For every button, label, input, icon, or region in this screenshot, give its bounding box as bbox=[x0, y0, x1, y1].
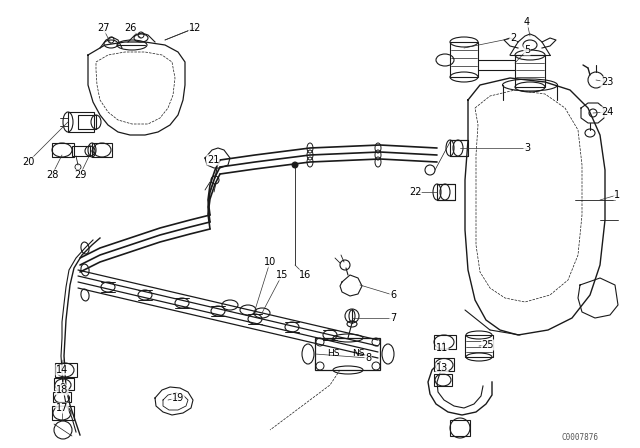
Text: 4: 4 bbox=[524, 17, 530, 27]
Bar bbox=[54, 378, 74, 390]
Bar bbox=[315, 338, 380, 370]
Text: 15: 15 bbox=[276, 270, 288, 280]
Text: 5: 5 bbox=[524, 45, 530, 55]
Text: 23: 23 bbox=[601, 77, 613, 87]
Text: 9: 9 bbox=[59, 383, 65, 393]
Text: 3: 3 bbox=[524, 143, 530, 153]
Text: 17: 17 bbox=[56, 403, 68, 413]
Text: HS: HS bbox=[327, 349, 339, 358]
Bar bbox=[450, 140, 468, 156]
Bar bbox=[434, 374, 452, 386]
Text: 12: 12 bbox=[189, 23, 201, 33]
Bar bbox=[434, 335, 456, 349]
Bar bbox=[434, 358, 454, 371]
Text: 21: 21 bbox=[207, 155, 219, 165]
Text: 18: 18 bbox=[56, 385, 68, 395]
Bar bbox=[78, 115, 96, 129]
Text: 7: 7 bbox=[390, 313, 396, 323]
Text: 24: 24 bbox=[601, 107, 613, 117]
Text: 2: 2 bbox=[510, 33, 516, 43]
Text: 29: 29 bbox=[74, 170, 86, 180]
Text: C0007876: C0007876 bbox=[561, 432, 598, 441]
Bar bbox=[53, 392, 71, 402]
Text: 10: 10 bbox=[264, 257, 276, 267]
Text: 27: 27 bbox=[97, 23, 109, 33]
Bar bbox=[92, 143, 112, 157]
Bar bbox=[450, 42, 478, 77]
Bar bbox=[450, 420, 470, 436]
Text: 13: 13 bbox=[436, 363, 448, 373]
Bar bbox=[68, 112, 94, 132]
Bar bbox=[437, 184, 455, 200]
Text: 14: 14 bbox=[56, 365, 68, 375]
Text: 22: 22 bbox=[409, 187, 421, 197]
Text: 16: 16 bbox=[299, 270, 311, 280]
Bar bbox=[72, 146, 90, 156]
Bar bbox=[465, 335, 493, 357]
Bar bbox=[55, 363, 77, 377]
Text: NS: NS bbox=[352, 349, 364, 358]
Text: 26: 26 bbox=[124, 23, 136, 33]
Text: 19: 19 bbox=[172, 393, 184, 403]
Circle shape bbox=[292, 162, 298, 168]
Text: 20: 20 bbox=[22, 157, 34, 167]
Text: 1: 1 bbox=[614, 190, 620, 200]
Text: 11: 11 bbox=[436, 343, 448, 353]
Text: 8: 8 bbox=[365, 353, 371, 363]
Bar bbox=[515, 55, 545, 87]
Text: 25: 25 bbox=[482, 340, 494, 350]
Text: 28: 28 bbox=[46, 170, 58, 180]
Text: 6: 6 bbox=[390, 290, 396, 300]
Bar bbox=[52, 406, 74, 420]
Bar bbox=[52, 143, 74, 157]
